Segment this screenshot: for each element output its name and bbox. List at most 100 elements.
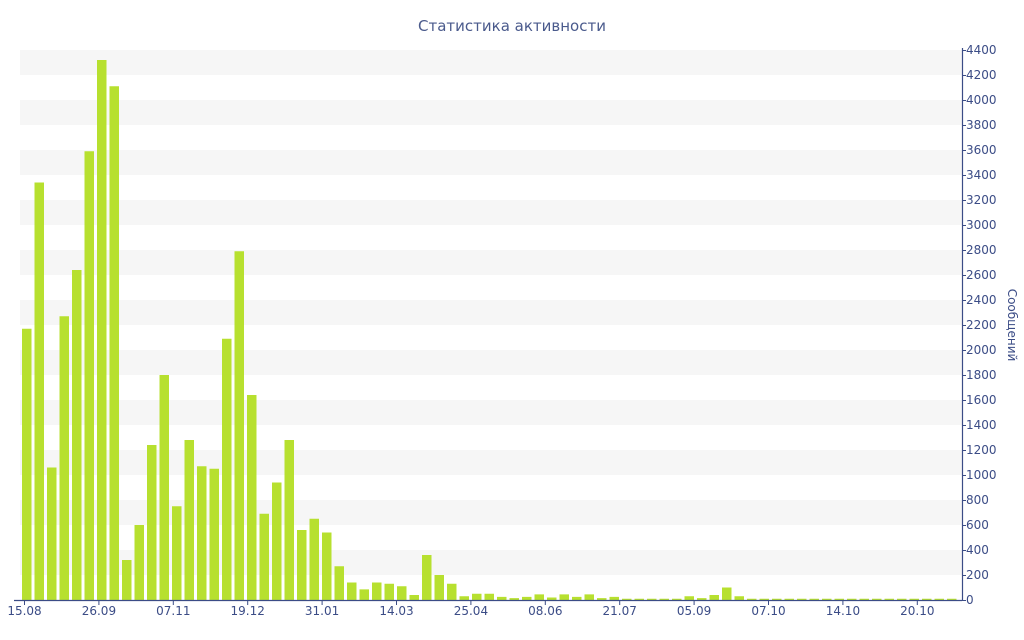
x-tick-label: 15.08 <box>7 604 41 618</box>
grid-band <box>20 100 962 125</box>
grid-band <box>20 150 962 175</box>
bar <box>672 598 682 600</box>
bar <box>609 596 619 600</box>
y-axis-ticks: 0 200 400 600 800 1000 1200 1400 1600 1800 2000 220… <box>962 43 997 607</box>
y-tick-label: 4200 <box>966 68 997 82</box>
bar <box>259 513 269 600</box>
bar <box>422 555 432 600</box>
y-tick-label: 4000 <box>966 93 997 107</box>
bar <box>34 182 44 600</box>
bar <box>884 598 894 600</box>
bar <box>934 598 944 600</box>
y-tick-label: 2600 <box>966 268 997 282</box>
bar <box>834 598 844 600</box>
bar <box>184 440 194 600</box>
bar <box>734 596 744 600</box>
bar <box>822 598 832 600</box>
x-tick-label: 25.04 <box>454 604 488 618</box>
bar <box>72 270 82 600</box>
bar <box>947 598 957 600</box>
bar <box>659 598 669 600</box>
bar <box>584 594 594 600</box>
x-tick-label: 19.12 <box>231 604 265 618</box>
bar <box>897 598 907 600</box>
x-tick-label: 31.01 <box>305 604 339 618</box>
y-tick-label: 3600 <box>966 143 997 157</box>
x-tick-label: 08.06 <box>528 604 562 618</box>
x-axis-ticks: 15.08 26.09 07.11 19.12 31.01 14.03 25.04 08.06… <box>7 600 934 618</box>
bar <box>59 316 69 600</box>
bar <box>859 598 869 600</box>
bar <box>572 596 582 600</box>
bar <box>447 583 457 600</box>
y-tick-label: 600 <box>966 518 989 532</box>
bar <box>347 582 357 600</box>
bar <box>847 598 857 600</box>
bar <box>684 596 694 600</box>
bar <box>484 593 494 600</box>
bar <box>622 598 632 600</box>
bar <box>797 598 807 600</box>
y-tick-label: 1400 <box>966 418 997 432</box>
y-axis-label: Сообщений <box>1005 289 1019 362</box>
bar <box>122 560 132 600</box>
bar <box>297 530 307 600</box>
bar <box>397 586 407 600</box>
x-tick-label: 14.10 <box>826 604 860 618</box>
bar <box>772 598 782 600</box>
y-tick-label: 2800 <box>966 243 997 257</box>
bar <box>784 598 794 600</box>
bar-series <box>22 60 957 600</box>
bar <box>697 598 707 600</box>
bar <box>709 595 719 600</box>
bar <box>747 598 757 600</box>
y-tick-label: 1200 <box>966 443 997 457</box>
grid-band <box>20 300 962 325</box>
bar <box>922 598 932 600</box>
bar <box>209 468 219 600</box>
chart-title: Статистика активности <box>418 17 606 35</box>
bar <box>534 594 544 600</box>
bar <box>247 395 257 600</box>
x-tick-label: 05.09 <box>677 604 711 618</box>
bar <box>284 440 294 600</box>
y-tick-label: 2200 <box>966 318 997 332</box>
bar <box>434 575 444 600</box>
bar <box>84 151 94 600</box>
y-tick-label: 1600 <box>966 393 997 407</box>
bar <box>522 596 532 600</box>
bar <box>372 582 382 600</box>
grid-bands <box>20 50 962 575</box>
bar <box>497 596 507 600</box>
bar <box>359 589 369 600</box>
bar <box>759 598 769 600</box>
bar <box>172 506 182 600</box>
bar <box>509 598 519 600</box>
y-tick-label: 2000 <box>966 343 997 357</box>
y-tick-label: 2400 <box>966 293 997 307</box>
bar <box>384 583 394 600</box>
x-tick-label: 14.03 <box>379 604 413 618</box>
y-tick-label: 3200 <box>966 193 997 207</box>
y-tick-label: 3400 <box>966 168 997 182</box>
bar <box>872 598 882 600</box>
bar <box>647 598 657 600</box>
x-tick-label: 07.10 <box>751 604 785 618</box>
x-tick-label: 21.07 <box>603 604 637 618</box>
x-tick-label: 07.11 <box>156 604 190 618</box>
grid-band <box>20 200 962 225</box>
bar <box>272 482 282 600</box>
y-tick-label: 4400 <box>966 43 997 57</box>
bar <box>909 598 919 600</box>
bar <box>809 598 819 600</box>
bar <box>147 445 157 600</box>
x-tick-label: 20.10 <box>900 604 934 618</box>
bar <box>109 86 119 600</box>
bar <box>47 467 57 600</box>
y-tick-label: 1000 <box>966 468 997 482</box>
bar <box>334 566 344 600</box>
bar <box>722 587 732 600</box>
grid-band <box>20 400 962 425</box>
bar <box>322 532 332 600</box>
